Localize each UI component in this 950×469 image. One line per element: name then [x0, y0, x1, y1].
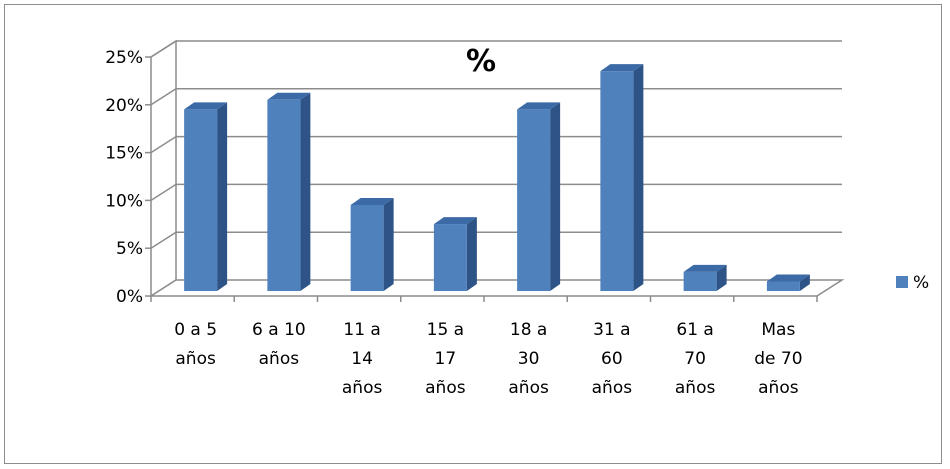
bar-side	[217, 102, 228, 291]
legend-label: %	[913, 273, 929, 293]
chart-title: %	[466, 44, 496, 79]
bar-side	[466, 217, 477, 291]
chart-walls	[148, 39, 845, 298]
legend: %	[896, 273, 929, 293]
gridline-side	[150, 135, 177, 154]
gridline-side	[150, 40, 177, 58]
bar	[350, 197, 394, 291]
bar-top	[766, 274, 810, 282]
x-tick-label: Mas de 70 años	[754, 320, 802, 398]
bar-side	[633, 64, 644, 292]
bar-front	[267, 99, 301, 291]
x-tick-label: 31 a 60 años	[592, 320, 633, 398]
y-tick-label: 20%	[105, 96, 143, 116]
y-tick-label: 5%	[116, 239, 143, 259]
bar-front	[433, 224, 467, 291]
y-tick-label: 0%	[116, 287, 143, 307]
bar-top	[683, 264, 727, 272]
bar-side	[383, 197, 394, 291]
x-tick-label: 15 a 17 años	[425, 320, 466, 398]
x-tick-label: 61 a 70 años	[675, 320, 716, 398]
bar	[683, 264, 727, 291]
y-tick-label: 25%	[105, 48, 143, 68]
bar-top	[600, 64, 644, 72]
bar-side	[550, 102, 561, 291]
bar-top	[184, 102, 228, 110]
y-tick-label: 15%	[105, 144, 143, 164]
bar	[600, 64, 644, 292]
bar-side	[716, 264, 727, 291]
bar-side	[799, 274, 810, 291]
bar-front	[683, 271, 717, 291]
bar	[267, 92, 311, 291]
floor	[148, 279, 845, 297]
bar-front	[517, 109, 551, 291]
bar-side	[300, 92, 311, 291]
bar	[766, 274, 810, 291]
bar-front	[184, 109, 218, 291]
bar	[184, 102, 228, 291]
bars	[184, 64, 810, 292]
x-tick-label: 11 a 14 años	[342, 320, 383, 398]
bar	[433, 217, 477, 291]
side-wall	[150, 39, 177, 298]
bar	[517, 102, 561, 291]
bar-top	[433, 217, 477, 225]
y-tick-label: 10%	[105, 191, 143, 211]
bar-top	[517, 102, 561, 110]
x-tick-label: 6 a 10 años	[252, 320, 306, 369]
bar-front	[350, 204, 384, 291]
bar-front	[766, 281, 800, 291]
x-tick-label: 0 a 5 años	[174, 320, 217, 369]
bar-front	[600, 71, 634, 292]
gridline-side	[150, 183, 177, 202]
gridline-side	[150, 88, 177, 106]
bar-top	[267, 92, 311, 100]
gridline-side	[150, 231, 177, 249]
bar-top	[350, 197, 394, 205]
x-axis-ticks: 0 a 5 años 6 a 10 años 11 a 14 años 15 a 17 años 1…	[150, 296, 818, 398]
legend-swatch	[896, 276, 908, 288]
x-tick-label: 18 a 30 años	[508, 320, 549, 398]
y-axis-ticks: 0% 5% 10% 15% 20% 25%	[105, 48, 151, 307]
gridlines	[150, 40, 842, 249]
